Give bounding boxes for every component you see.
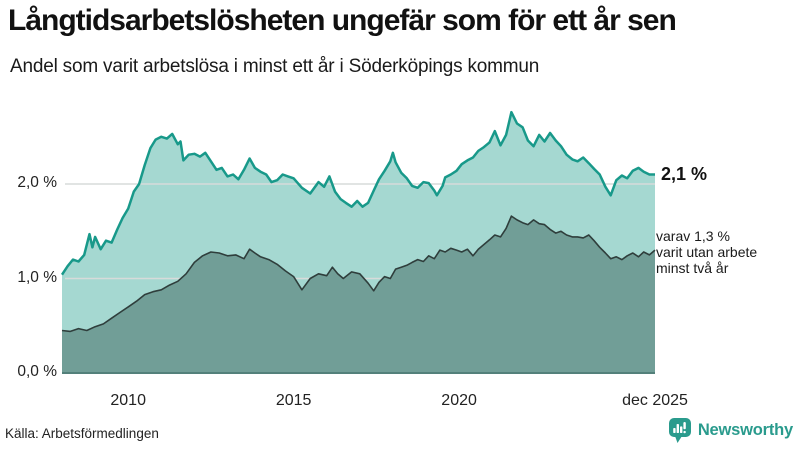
series-area-minst-tva-ar — [62, 216, 655, 373]
series-line-minst-ett-ar — [60, 110, 655, 276]
page-title: Långtidsarbetslösheten ungefär som för e… — [8, 4, 677, 37]
y-axis-label-0: 0,0 % — [17, 363, 57, 380]
brand-name: Newsworthy — [697, 421, 793, 439]
x-axis-label-2010: 2010 — [110, 392, 146, 409]
source-caption: Källa: Arbetsförmedlingen — [5, 426, 159, 441]
newsworthy-brand-lockup[interactable]: Newsworthy — [668, 417, 793, 444]
latest-value-annotation: 2,1 % — [661, 164, 708, 184]
chart-subtitle: Andel som varit arbetslösa i minst ett å… — [10, 56, 540, 77]
series-line-minst-tva-ar — [61, 215, 656, 333]
x-axis-label-dec-2025: dec 2025 — [622, 392, 688, 409]
y-axis-label-1: 1,0 % — [17, 268, 57, 286]
x-axis-label-2020: 2020 — [441, 392, 477, 409]
secondary-series-annotation: varav 1,3 % varit utan arbete minst två … — [656, 228, 758, 276]
newsworthy-logo-icon — [668, 418, 691, 443]
x-axis-label-2015: 2015 — [275, 392, 312, 409]
y-axis-label-2: 2,0 % — [17, 174, 57, 191]
